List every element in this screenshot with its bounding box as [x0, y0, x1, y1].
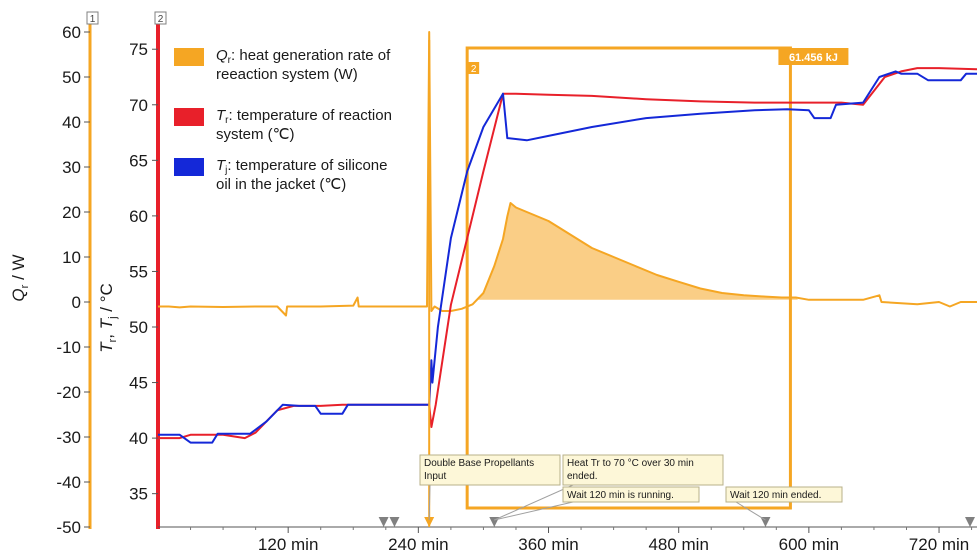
t-axis-tick-label: 60 [129, 207, 148, 226]
series-line-tj [158, 70, 977, 444]
q-axis-tick-label: -50 [56, 518, 81, 537]
annotation-text: Double Base Propellants [424, 458, 534, 469]
q-axis-tick-label: 50 [62, 68, 81, 87]
integration-value-box [778, 48, 849, 65]
legend-swatch [174, 48, 204, 66]
legend-swatch [174, 158, 204, 176]
x-axis-tick-label: 600 min [779, 535, 839, 554]
annotation-box [562, 486, 700, 503]
annotation-text: Heat Tr to 70 °C over 30 min [567, 458, 694, 469]
q-axis-title: Qr / W [9, 254, 31, 301]
integration-badge: 2 [468, 62, 480, 75]
annotation-text: Wait 120 min ended. [730, 490, 821, 501]
q-axis-tick-label: 40 [62, 113, 81, 132]
annotation-box [725, 486, 843, 503]
integration-badge-box [468, 62, 480, 74]
event-marker [389, 517, 400, 527]
integration-highlight-box [465, 46, 792, 510]
t-axis-tick-label: 40 [129, 429, 148, 448]
t-axis-tick-label: 65 [129, 151, 148, 170]
t-axis-tick-label: 35 [129, 485, 148, 504]
annotation-box [562, 454, 724, 486]
x-axis-tick-label: 120 min [258, 535, 318, 554]
annotation-leader [735, 501, 766, 521]
event-annotation: Double Base Propellants Input [419, 454, 561, 521]
integration-value-label: 61.456 kJ [789, 52, 838, 64]
t-axis-badge: 2 [154, 11, 167, 25]
t-axis-tick-label: 45 [129, 374, 148, 393]
t-axis-title: Tr, Tj / °C [97, 283, 119, 353]
heat-generation-area [478, 203, 799, 300]
x-axis-tick-label: 480 min [648, 535, 708, 554]
q-axis-tick-label: 0 [72, 293, 81, 312]
t-axis-tick-label: 55 [129, 262, 148, 281]
event-marker [760, 517, 771, 527]
legend-label-line1: Tr: temperature of reaction [216, 107, 392, 126]
q-axis-tick-label: 20 [62, 203, 81, 222]
event-marker [424, 517, 435, 527]
annotation-text: ended. [567, 471, 598, 482]
event-marker [965, 517, 975, 527]
t-axis-tick-label: 50 [129, 318, 148, 337]
q-axis-tick-label: 10 [62, 248, 81, 267]
t-axis-tick-label: 75 [129, 40, 148, 59]
annotation-leader [494, 484, 574, 521]
q-axis-badge-box [86, 11, 99, 25]
x-axis-tick-label: 720 min [909, 535, 969, 554]
legend-label-line2: reeaction system (W) [216, 66, 358, 83]
integration-badge-label: 2 [471, 64, 477, 75]
t-axis-badge-box [154, 11, 167, 25]
event-annotation: Heat Tr to 70 °C over 30 min ended. [494, 454, 724, 521]
q-axis-tick-label: -20 [56, 383, 81, 402]
annotation-text: Input [424, 471, 446, 482]
event-marker [378, 517, 389, 527]
legend-label-line2: system (℃) [216, 126, 295, 143]
q-axis-tick-label: -10 [56, 338, 81, 357]
q-axis-tick-label: 30 [62, 158, 81, 177]
event-annotation: Wait 120 min ended. [725, 486, 843, 521]
legend-label-line1: Tj: temperature of silicone [216, 157, 387, 176]
q-axis-tick-label: 60 [62, 23, 81, 42]
t-axis-badge-label: 2 [158, 14, 164, 25]
annotation-box [419, 454, 561, 486]
q-axis-tick-label: -40 [56, 473, 81, 492]
q-axis-badge: 1 [86, 11, 99, 25]
legend-label-line1: Qr: heat generation rate of [216, 47, 391, 66]
t-axis-tick-label: 70 [129, 96, 148, 115]
event-annotation: Wait 120 min is running. [494, 486, 700, 521]
legend-label-line2: oil in the jacket (℃) [216, 176, 346, 193]
x-axis-tick-label: 240 min [388, 535, 448, 554]
series-line-qr [158, 31, 977, 317]
legend-swatch [174, 108, 204, 126]
x-axis-tick-label: 360 min [518, 535, 578, 554]
q-axis-badge-label: 1 [90, 14, 96, 25]
annotation-text: Wait 120 min is running. [567, 490, 674, 501]
annotation-leader [494, 501, 574, 521]
annotation-leader [428, 484, 431, 521]
q-axis-tick-label: -30 [56, 428, 81, 447]
